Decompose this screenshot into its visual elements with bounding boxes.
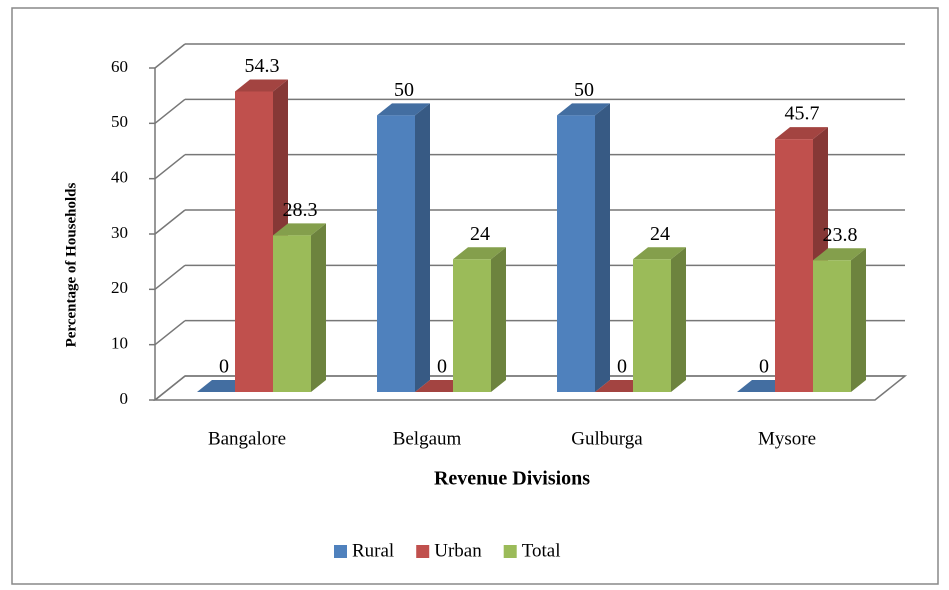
x-tick-label: Gulburga: [571, 428, 643, 449]
bar-face: [453, 247, 506, 260]
x-tick-label: Mysore: [758, 428, 816, 449]
grid-line: [154, 264, 186, 290]
bar-face: [311, 223, 326, 392]
data-label: 28.3: [283, 199, 318, 221]
data-label: 0: [219, 356, 229, 378]
bar-face: [377, 103, 430, 116]
bar-face: [633, 247, 686, 260]
grid-line: [154, 154, 186, 180]
bar-face: [813, 260, 851, 392]
x-axis-title: Revenue Divisions: [434, 468, 590, 490]
data-label: 0: [759, 356, 769, 378]
bar-face: [415, 103, 430, 392]
bar-face: [273, 235, 311, 392]
data-label: 45.7: [785, 103, 820, 125]
bar-face: [377, 115, 415, 392]
bar-face: [491, 247, 506, 392]
data-label: 0: [437, 356, 447, 378]
bar-face: [813, 248, 866, 261]
bar: [453, 247, 506, 392]
data-label: 23.8: [823, 224, 858, 246]
grid-line: [154, 320, 186, 346]
bar: [377, 103, 430, 392]
bar: [557, 103, 610, 392]
legend-label: Rural: [352, 540, 394, 561]
bar-face: [775, 127, 828, 140]
y-tick-label: 0: [120, 389, 129, 408]
data-label: 54.3: [245, 55, 280, 77]
bar-face: [557, 103, 610, 116]
bar-face: [671, 247, 686, 392]
bar-face: [775, 139, 813, 392]
data-label: 50: [394, 79, 414, 101]
y-tick-label: 20: [111, 278, 128, 297]
legend-swatch: [334, 545, 347, 558]
grid-line: [154, 98, 186, 124]
bar: [633, 247, 686, 392]
bar-face: [235, 79, 288, 92]
legend-swatch: [503, 545, 517, 558]
y-tick-label: 40: [111, 168, 128, 187]
data-label: 24: [470, 223, 490, 245]
legend-label: Total: [522, 540, 561, 561]
bar-face: [851, 248, 866, 392]
legend-swatch: [416, 545, 430, 558]
x-tick-label: Belgaum: [393, 428, 462, 449]
bar-face: [595, 103, 610, 392]
x-tick-label: Bangalore: [208, 428, 286, 449]
bar-face: [557, 115, 595, 392]
bar-face: [235, 91, 273, 392]
y-tick-label: 50: [111, 112, 128, 131]
bar-face: [633, 259, 671, 392]
y-tick-label: 30: [111, 223, 128, 242]
bar-face: [453, 259, 491, 392]
grid-line: [154, 43, 186, 69]
data-label: 24: [650, 223, 670, 245]
y-tick-label: 60: [111, 57, 128, 76]
data-label: 50: [574, 79, 594, 101]
legend-label: Urban: [434, 540, 482, 561]
data-label: 0: [617, 356, 627, 378]
bar: [813, 248, 866, 392]
y-axis-title: Percentage of Households: [63, 182, 79, 347]
grid-line: [154, 209, 186, 235]
grid-line: [154, 375, 186, 401]
bar-face: [273, 223, 326, 236]
bar: [273, 223, 326, 392]
y-tick-label: 10: [111, 334, 128, 353]
